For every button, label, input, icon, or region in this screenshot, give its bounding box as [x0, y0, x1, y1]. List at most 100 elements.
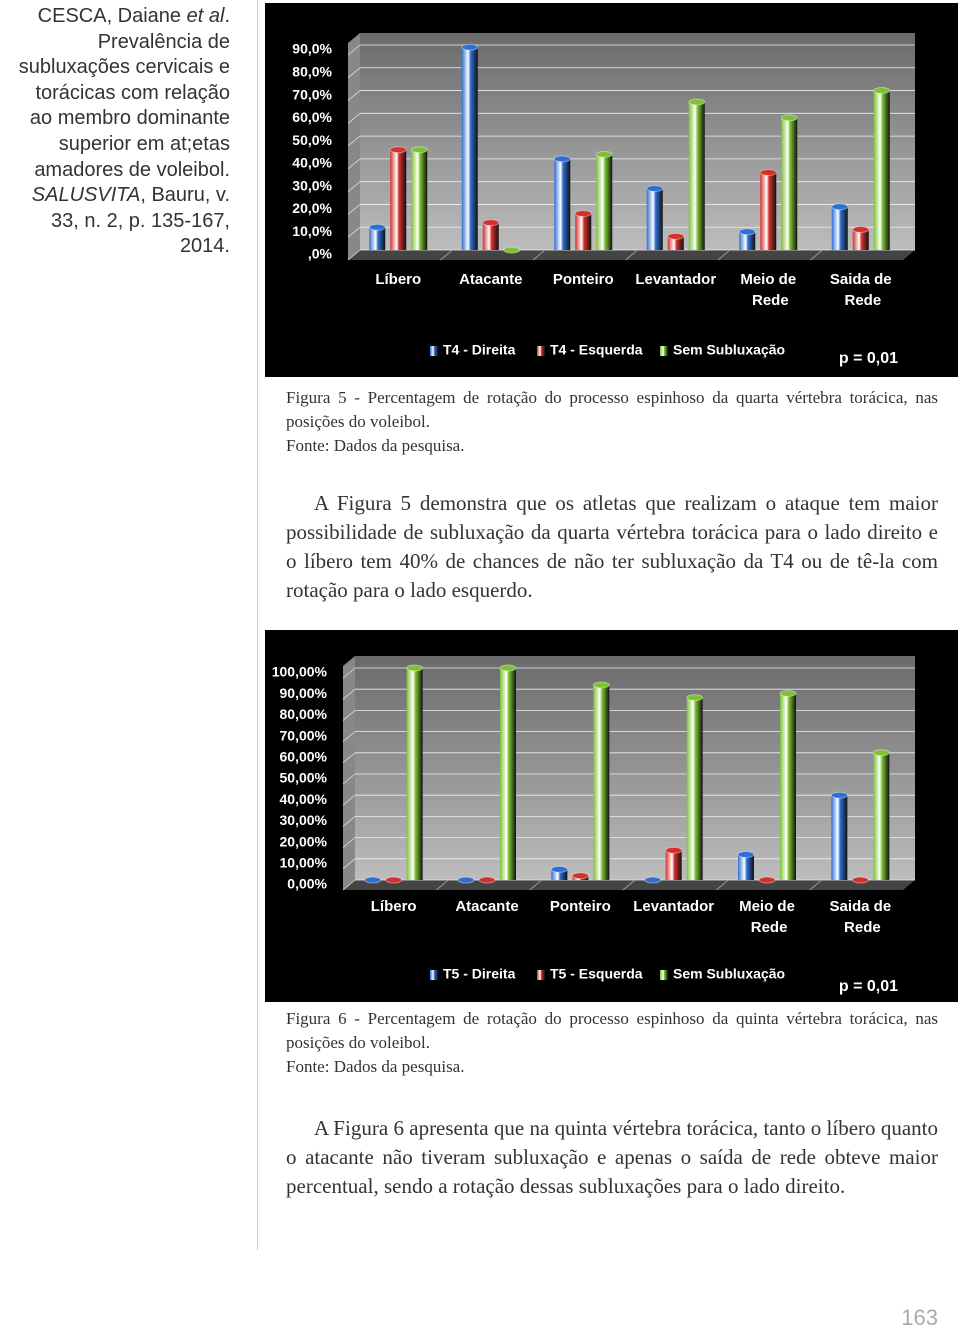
- bar-body: [667, 236, 684, 250]
- bar: [646, 185, 664, 250]
- bar-cap: [595, 150, 613, 158]
- y-tick-label: 10,0%: [292, 223, 332, 239]
- source: Fonte: Dados da pesquisa.: [286, 1057, 465, 1076]
- bar: [571, 872, 589, 880]
- legend-label: Sem Subluxação: [673, 342, 785, 358]
- grid-line: [347, 135, 361, 147]
- bar-body: [852, 229, 869, 250]
- bar: [457, 876, 475, 884]
- bar-body: [780, 693, 796, 880]
- bar-body: [873, 90, 890, 250]
- legend-label: T5 - Esquerda: [550, 966, 643, 982]
- bar-body: [593, 684, 610, 880]
- grid-line: [342, 858, 356, 870]
- category-divider: [809, 879, 822, 891]
- bar: [737, 851, 755, 880]
- bar-body: [554, 158, 571, 250]
- bar: [499, 664, 517, 880]
- bar: [686, 694, 704, 880]
- legend-swatch: [660, 346, 668, 356]
- category-divider: [440, 249, 453, 261]
- grid-line: [342, 773, 356, 785]
- bar: [852, 226, 870, 250]
- bar-cap: [738, 228, 756, 236]
- x-tick-label: Levantador: [633, 898, 714, 915]
- bar: [368, 223, 386, 250]
- y-tick-label: 50,0%: [292, 132, 332, 148]
- grid-line: [347, 113, 361, 124]
- category-divider: [717, 249, 731, 261]
- source: Fonte: Dados da pesquisa.: [286, 436, 465, 455]
- bar-cap: [406, 664, 424, 672]
- citation: CESCA, Daiane et al. Prevalência de subl…: [10, 4, 230, 260]
- bar: [389, 146, 407, 250]
- legend-swatch: [430, 346, 438, 356]
- bar-cap: [461, 43, 479, 51]
- chart: ,0% 10,0% 20,0% 30,0% 40,0% 50,0% 60,0% 70,0% 80…: [265, 3, 958, 377]
- grid-line: [342, 837, 356, 848]
- bar: [758, 876, 776, 884]
- bar-body: [738, 854, 754, 880]
- y-tick-label: 70,00%: [280, 727, 328, 743]
- paragraph: A Figura 5 demonstra que os atletas que …: [286, 491, 938, 602]
- bar-body: [760, 172, 777, 250]
- citation-text: et al: [186, 5, 225, 27]
- bar-body: [596, 154, 613, 250]
- bar-body: [665, 850, 682, 880]
- legend-swatch: [537, 970, 545, 980]
- bar-cap: [830, 791, 848, 799]
- bar-cap: [646, 185, 664, 192]
- y-tick-label: 80,00%: [280, 706, 328, 722]
- bar-body: [461, 47, 478, 251]
- bar: [478, 876, 496, 884]
- bar-cap: [592, 681, 610, 689]
- bar: [831, 203, 849, 250]
- bar: [644, 876, 662, 884]
- citation-text: SALUSVITA: [31, 184, 141, 207]
- chart: 0,00% 10,00% 20,00% 30,00% 40,00% 50,00% 60,00…: [265, 630, 958, 1002]
- grid-line: [347, 44, 361, 56]
- bar-cap: [667, 232, 685, 240]
- bar-body: [646, 188, 663, 250]
- bar-body: [688, 101, 705, 250]
- x-tick-label: Saida de Rede: [830, 271, 892, 309]
- bar-cap: [872, 749, 890, 757]
- y-tick-label: 30,0%: [292, 177, 332, 193]
- bar: [482, 219, 500, 250]
- legend-label: Sem Subluxação: [673, 966, 785, 982]
- figure-caption: Figura 6 - Percentagem de rotação do pro…: [286, 1007, 938, 1079]
- annotation: p = 0,01: [839, 978, 898, 995]
- bar-cap: [385, 876, 403, 884]
- bar-cap: [686, 694, 704, 702]
- caption: Figura 6 - Percentagem de rotação do pro…: [286, 1009, 938, 1052]
- y-tick-label: 80,0%: [292, 63, 332, 79]
- bar-cap: [368, 223, 386, 231]
- bar-body: [369, 227, 386, 250]
- bar: [851, 876, 869, 884]
- bar-cap: [499, 664, 517, 672]
- citation-text: CESCA, Daiane: [37, 5, 187, 27]
- category-divider: [716, 879, 729, 891]
- x-tick-label: Saida de Rede: [829, 898, 891, 936]
- category-divider: [532, 249, 546, 261]
- grid-line: [342, 752, 356, 764]
- y-tick-label: 60,0%: [292, 109, 332, 125]
- bar-cap: [737, 851, 755, 859]
- bar-cap: [759, 169, 777, 177]
- bar: [364, 876, 382, 884]
- y-tick-label: 40,00%: [280, 791, 328, 807]
- bar-body: [575, 213, 592, 250]
- bar: [550, 865, 568, 880]
- bar: [406, 664, 424, 880]
- x-tick-label: Meio de Rede: [740, 271, 796, 309]
- side-wall: [343, 656, 355, 890]
- x-tick-label: Atacante: [459, 271, 522, 288]
- grid-line: [342, 879, 356, 891]
- grid-line: [342, 816, 356, 827]
- bar-body: [781, 117, 798, 250]
- grid-line: [347, 67, 361, 79]
- grid-line: [342, 731, 356, 742]
- bar-cap: [550, 865, 568, 873]
- category-divider: [622, 879, 636, 891]
